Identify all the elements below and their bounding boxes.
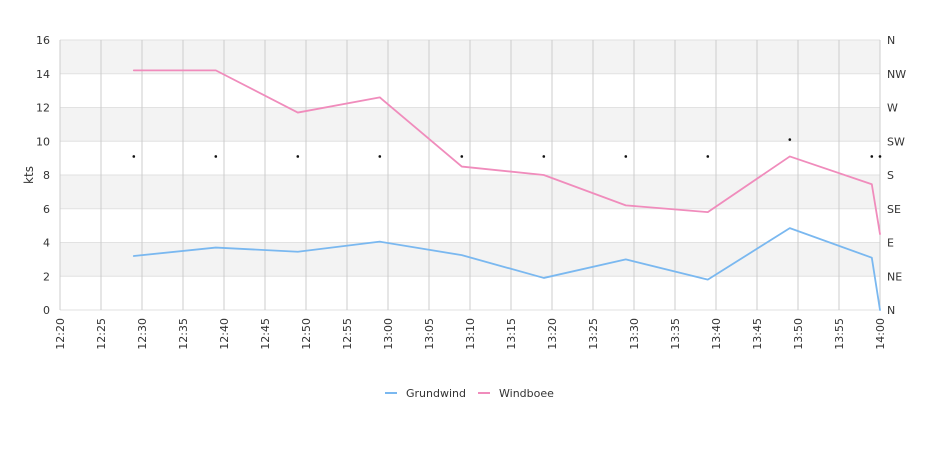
x-tick-label: 13:55 <box>833 318 846 350</box>
y-tick-label: 10 <box>36 135 50 148</box>
x-tick-label: 12:45 <box>259 318 272 350</box>
x-tick-label: 13:35 <box>669 318 682 350</box>
y2-tick-label: NE <box>887 270 902 283</box>
y-axis-title: kts <box>22 166 36 184</box>
x-tick-label: 14:00 <box>874 318 887 350</box>
x-tick-label: 13:25 <box>587 318 600 350</box>
direction-marker <box>460 155 464 158</box>
y-tick-label: 2 <box>43 270 50 283</box>
x-tick-label: 12:50 <box>300 318 313 350</box>
x-tick-label: 12:20 <box>54 318 67 350</box>
direction-marker <box>296 155 300 158</box>
y-tick-label: 8 <box>43 169 50 182</box>
y2-tick-label: W <box>887 102 898 115</box>
series-line-grundwind <box>132 227 881 311</box>
direction-marker <box>878 155 882 158</box>
x-tick-label: 13:40 <box>710 318 723 350</box>
y2-tick-label: SE <box>887 203 901 216</box>
x-tick-label: 12:25 <box>95 318 108 350</box>
x-tick-label: 13:00 <box>382 318 395 350</box>
x-tick-label: 13:15 <box>505 318 518 350</box>
direction-marker <box>132 155 136 158</box>
x-tick-label: 12:55 <box>341 318 354 350</box>
x-tick-label: 13:05 <box>423 318 436 350</box>
legend-label-windboee: Windboee <box>499 387 554 400</box>
x-tick-label: 13:30 <box>628 318 641 350</box>
x-tick-label: 12:30 <box>136 318 149 350</box>
x-tick-label: 13:45 <box>751 318 764 350</box>
legend-label-grundwind: Grundwind <box>406 387 466 400</box>
x-tick-label: 13:50 <box>792 318 805 350</box>
direction-marker <box>706 155 710 158</box>
y-tick-label: 0 <box>43 304 50 317</box>
direction-marker <box>542 155 546 158</box>
y-tick-label: 16 <box>36 34 50 47</box>
y-tick-label: 12 <box>36 102 50 115</box>
direction-marker <box>624 155 628 158</box>
y-tick-label: 14 <box>36 68 50 81</box>
direction-marker <box>378 155 382 158</box>
series-line-windboee <box>132 69 881 235</box>
x-tick-label: 13:10 <box>464 318 477 350</box>
x-tick-label: 12:35 <box>177 318 190 350</box>
y-tick-label: 4 <box>43 237 50 250</box>
y2-tick-label: E <box>887 237 894 250</box>
y-tick-label: 6 <box>43 203 50 216</box>
y2-tick-label: SW <box>887 135 905 148</box>
x-tick-label: 13:20 <box>546 318 559 350</box>
direction-marker <box>214 155 218 158</box>
direction-marker <box>870 155 874 158</box>
y2-tick-label: S <box>887 169 894 182</box>
y2-tick-label: N <box>887 34 895 47</box>
x-tick-label: 12:40 <box>218 318 231 350</box>
direction-marker <box>788 138 792 141</box>
y2-tick-label: NW <box>887 68 906 81</box>
y2-tick-label: N <box>887 304 895 317</box>
